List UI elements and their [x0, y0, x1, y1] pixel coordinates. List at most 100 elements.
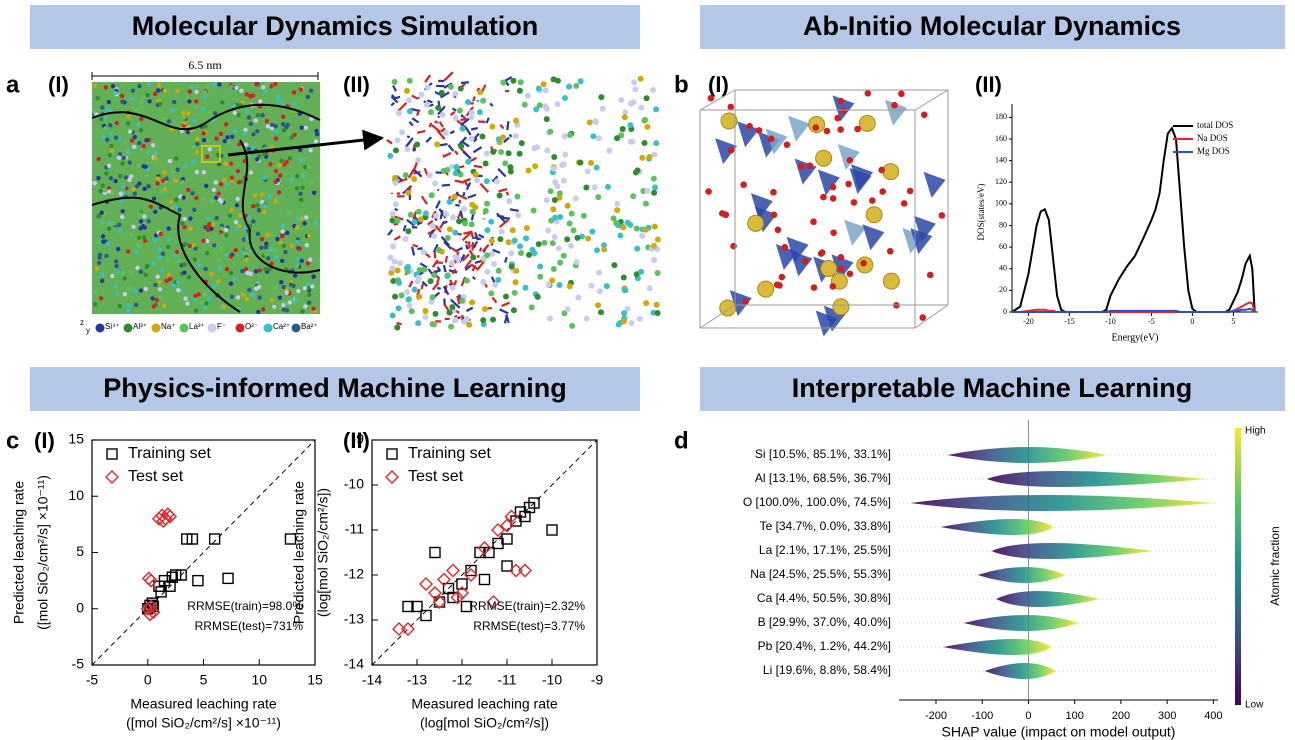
- atom: [430, 223, 436, 229]
- atom: [394, 137, 400, 143]
- atom: [195, 137, 199, 141]
- atom: [251, 204, 255, 208]
- shap-distribution: [987, 471, 1207, 487]
- bond: [480, 248, 481, 252]
- atom: [499, 229, 505, 235]
- atom: [536, 241, 542, 247]
- atom: [542, 103, 548, 109]
- bond: [475, 232, 478, 240]
- atom: [470, 209, 476, 215]
- legend-label: Al³⁺: [133, 322, 147, 331]
- feature-label: Na [24.5%, 25.5%, 55.3%]: [750, 567, 891, 581]
- oxygen: [820, 194, 827, 201]
- atom: [526, 252, 532, 258]
- atom: [647, 285, 653, 291]
- atom: [266, 83, 270, 87]
- y-axis-label: (log[mol SiO₂/cm²/s]): [315, 488, 331, 617]
- atom: [181, 110, 185, 114]
- bond: [465, 241, 467, 243]
- atom: [295, 174, 299, 178]
- shap-distribution: [978, 567, 1066, 583]
- colorbar: [1235, 428, 1241, 705]
- x-tick-label: 5: [200, 672, 208, 688]
- panel-letter: d: [674, 427, 689, 454]
- atom: [119, 191, 123, 195]
- bond: [456, 248, 462, 251]
- x-tick-label: -100: [971, 710, 993, 722]
- atom: [203, 95, 207, 99]
- atom: [282, 162, 286, 166]
- atom: [147, 184, 151, 188]
- atom: [306, 261, 310, 265]
- atom: [565, 306, 571, 312]
- atom: [133, 191, 137, 195]
- atom: [525, 93, 531, 99]
- bond: [443, 153, 451, 157]
- atom: [551, 266, 557, 272]
- atom: [300, 172, 304, 176]
- bond: [507, 121, 508, 130]
- atom: [237, 180, 241, 184]
- atom: [258, 268, 262, 272]
- atom: [109, 176, 113, 180]
- x-tick-label: -11: [497, 672, 516, 688]
- panel-letter: a: [6, 71, 20, 98]
- bond: [487, 118, 489, 123]
- shap-distribution: [941, 519, 1054, 535]
- atom: [428, 278, 434, 284]
- atom: [263, 267, 267, 271]
- oxygen: [830, 195, 837, 202]
- atom: [460, 298, 466, 304]
- atom: [598, 94, 604, 100]
- legend-label: La³⁺: [189, 322, 205, 331]
- atom: [482, 306, 488, 312]
- atom: [518, 250, 524, 256]
- atom: [280, 234, 284, 238]
- atom: [120, 215, 124, 219]
- atom: [308, 148, 312, 152]
- tetrahedron: [788, 116, 810, 142]
- atom: [574, 235, 580, 241]
- atom: [101, 239, 105, 243]
- atom: [621, 275, 627, 281]
- atom: [393, 147, 399, 153]
- atom: [201, 131, 205, 135]
- atom: [127, 287, 131, 291]
- atom: [114, 264, 118, 268]
- atom: [411, 176, 417, 182]
- legend-label: Mg DOS: [1197, 146, 1230, 156]
- atom: [128, 129, 132, 133]
- bond: [507, 192, 509, 195]
- cation: [866, 207, 882, 223]
- atom: [129, 233, 133, 237]
- atom: [183, 164, 187, 168]
- atom: [279, 240, 283, 244]
- atom: [429, 192, 435, 198]
- atom: [621, 318, 627, 324]
- bond: [492, 297, 496, 302]
- atom: [575, 295, 581, 301]
- atom: [217, 82, 221, 86]
- atom: [273, 248, 277, 252]
- atom: [503, 293, 509, 299]
- atom: [654, 302, 660, 308]
- bond: [422, 196, 427, 204]
- marker-diamond: [420, 578, 432, 590]
- atom: [100, 220, 104, 224]
- atom: [272, 286, 276, 290]
- atom: [298, 192, 302, 196]
- bond: [394, 236, 400, 239]
- atom: [186, 111, 190, 115]
- atom: [147, 82, 151, 86]
- atom: [544, 197, 550, 203]
- atom: [163, 116, 167, 120]
- atom: [474, 177, 480, 183]
- atom: [289, 282, 293, 286]
- bond: [480, 184, 488, 193]
- atom: [469, 136, 475, 142]
- atom: [153, 151, 157, 155]
- atom: [100, 105, 104, 109]
- oxygen: [824, 128, 831, 135]
- atom: [175, 168, 179, 172]
- atom: [192, 243, 196, 247]
